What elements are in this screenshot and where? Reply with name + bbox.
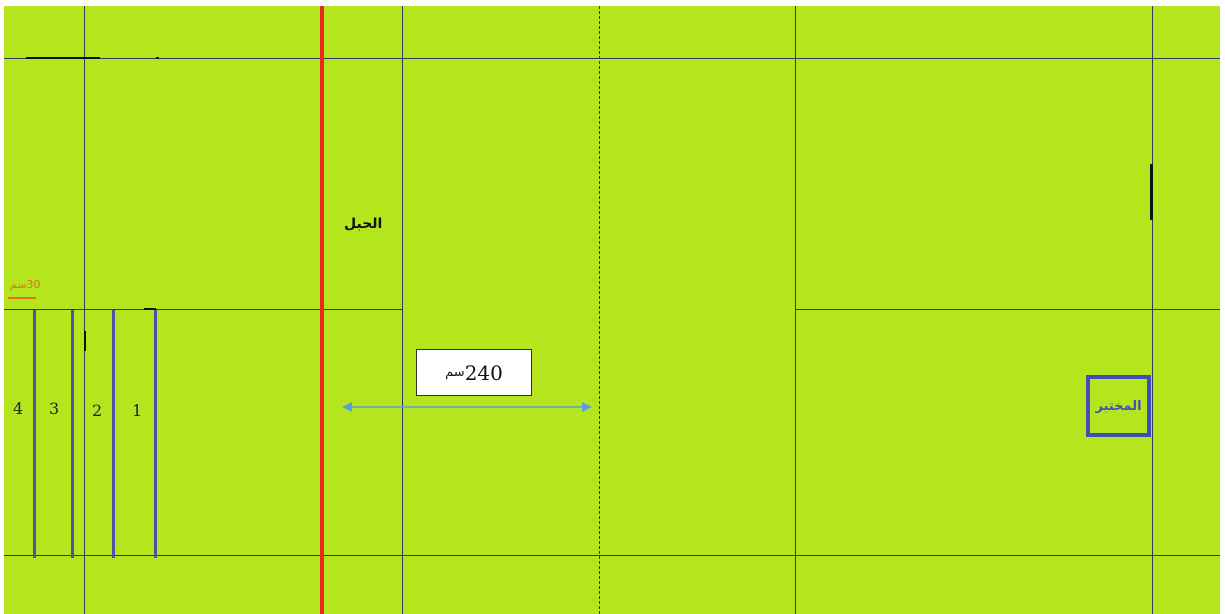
lane-number-2: 2 bbox=[92, 401, 103, 420]
field: الحبل 30سم 4 3 2 1 240 سم المختبر bbox=[4, 6, 1220, 614]
lane-line bbox=[154, 310, 157, 558]
lane-number-4: 4 bbox=[13, 399, 24, 418]
lane-line bbox=[112, 310, 115, 558]
distance-unit: سم bbox=[445, 365, 465, 380]
grid-line-top bbox=[4, 58, 1220, 59]
grid-line-v-4 bbox=[1152, 6, 1153, 614]
grid-line-middle-right bbox=[795, 309, 1220, 310]
mark-top-left bbox=[26, 57, 100, 59]
dashed-center-line bbox=[599, 6, 600, 614]
lab-box: المختبر bbox=[1086, 375, 1151, 437]
lane-number-1: 1 bbox=[132, 401, 143, 420]
lane-number-3: 3 bbox=[49, 399, 60, 418]
distance-arrow bbox=[342, 402, 592, 412]
lab-label: المختبر bbox=[1095, 398, 1142, 414]
mark-top-dot bbox=[156, 57, 159, 59]
scale-bar bbox=[8, 297, 36, 299]
distance-label-box: 240 سم bbox=[416, 349, 532, 396]
lane-line bbox=[71, 310, 74, 558]
mark-right-tick bbox=[1150, 164, 1153, 220]
grid-line-v-2 bbox=[402, 6, 403, 614]
grid-line-middle-left bbox=[4, 309, 402, 310]
distance-value: 240 bbox=[464, 360, 503, 385]
grid-line-v-3 bbox=[795, 6, 796, 614]
mark-lane-top bbox=[144, 308, 156, 310]
scale-label: 30سم bbox=[10, 278, 41, 291]
grid-line-bottom bbox=[4, 555, 1220, 556]
grid-line-v-1 bbox=[84, 6, 85, 614]
rope-label: الحبل bbox=[344, 216, 383, 232]
rope-line bbox=[320, 6, 324, 614]
mark-lane-tick bbox=[84, 331, 86, 351]
lane-line bbox=[33, 310, 36, 558]
